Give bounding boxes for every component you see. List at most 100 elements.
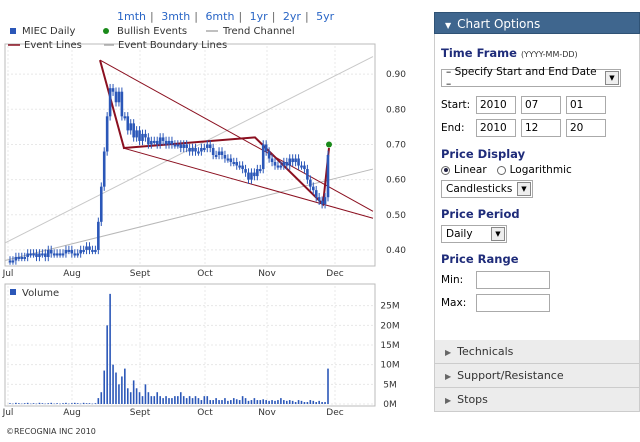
range-2yr[interactable]: 2yr (282, 10, 301, 23)
candle-body (191, 147, 194, 152)
candle-body (70, 249, 74, 254)
volume-bar (277, 400, 279, 404)
volume-bar (218, 400, 220, 404)
max-input[interactable] (476, 294, 550, 312)
volume-bar (56, 403, 58, 404)
candle-body (273, 162, 277, 166)
volume-bar (209, 400, 212, 404)
volume-plot-frame (4, 283, 376, 407)
range-5yr[interactable]: 5yr (316, 10, 335, 23)
dropdown-arrow-icon: ▼ (517, 182, 531, 196)
candle-body (173, 144, 177, 147)
candle-body (117, 91, 121, 103)
candle-body (205, 144, 209, 148)
start-month-input[interactable]: 07 (521, 96, 561, 114)
technicals-section[interactable]: ▶ Technicals (434, 340, 640, 364)
candle-body (164, 140, 168, 145)
candle-body (61, 253, 65, 256)
volume-bar (153, 396, 156, 404)
volume-bar (212, 400, 214, 404)
volume-y-tick-label: 10M (380, 361, 399, 371)
volume-bar (197, 398, 200, 404)
volume-bar (315, 402, 318, 404)
volume-y-tick-label: 0M (383, 400, 397, 410)
chart-options-header[interactable]: ▼ Chart Options (434, 12, 640, 34)
volume-bar (185, 398, 188, 404)
linear-radio[interactable] (441, 165, 450, 175)
candle-body (155, 140, 159, 145)
volume-bar (35, 403, 38, 405)
candle-body (44, 253, 47, 257)
legend-series-label: MIEC Daily (22, 26, 75, 37)
candle-body (261, 144, 265, 170)
volume-bar (177, 396, 179, 404)
volume-bar (53, 403, 55, 405)
stock-chart: MIEC Daily Bullish Events Trend Channel … (2, 26, 407, 418)
volume-bar (9, 403, 11, 404)
candle-body (49, 249, 53, 254)
volume-bar (230, 400, 232, 404)
candle-body (232, 162, 236, 165)
volume-bar (297, 400, 300, 404)
candle-body (241, 165, 244, 170)
price-style-select[interactable]: Candlesticks ▼ (441, 180, 533, 198)
end-year-input[interactable]: 2010 (476, 119, 516, 137)
volume-x-tick-label: Dec (326, 408, 343, 418)
range-1mth[interactable]: 1mth (117, 10, 146, 23)
candle-body (267, 151, 271, 159)
candle-body (14, 256, 18, 261)
candle-body (203, 147, 206, 150)
time-frame-value: – Specify Start and End Date – (446, 66, 597, 90)
volume-bar (262, 399, 265, 404)
volume-bar (18, 403, 20, 404)
volume-bar (274, 400, 276, 404)
candle-body (247, 172, 250, 180)
end-day-input[interactable]: 20 (566, 119, 606, 137)
candle-body (158, 137, 162, 145)
candle-body (320, 200, 324, 205)
range-6mth[interactable]: 6mth (205, 10, 235, 23)
volume-bar (179, 392, 182, 404)
volume-bar (168, 398, 170, 404)
candle-body (235, 162, 239, 166)
min-input[interactable] (476, 271, 550, 289)
candle-body (11, 260, 15, 263)
range-3mth[interactable]: 3mth (161, 10, 191, 23)
candle-body (238, 165, 241, 168)
candle-body (152, 140, 156, 143)
bullish-event-marker (326, 141, 332, 148)
volume-bar (232, 398, 235, 404)
price-period-select[interactable]: Daily ▼ (441, 225, 507, 243)
legend-bullish-marker (103, 28, 109, 34)
volume-x-tick-label: Nov (258, 408, 276, 418)
support-resistance-section[interactable]: ▶ Support/Resistance (434, 364, 640, 388)
min-label: Min: (441, 274, 464, 286)
candle-body (64, 249, 68, 254)
stops-section[interactable]: ▶ Stops (434, 388, 640, 412)
end-month-input[interactable]: 12 (521, 119, 561, 137)
range-1yr[interactable]: 1yr (249, 10, 268, 23)
start-year-input[interactable]: 2010 (476, 96, 516, 114)
volume-bar (250, 400, 253, 404)
copyright: ©RECOGNIA INC 2010 (6, 427, 96, 436)
candle-body (67, 249, 71, 252)
volume-x-tick-label: Aug (63, 408, 81, 418)
volume-bar (165, 396, 167, 404)
chart-options-panel: ▼ Chart Options Time Frame (YYYY-MM-DD) –… (434, 12, 640, 430)
volume-bar (238, 400, 241, 404)
start-day-input[interactable]: 01 (566, 96, 606, 114)
volume-bar (65, 402, 67, 404)
candle-body (88, 246, 91, 250)
volume-bar (200, 400, 203, 404)
volume-bar (147, 392, 150, 404)
price-x-tick-label: Jul (2, 269, 14, 279)
expand-arrow-icon: ▶ (445, 396, 452, 405)
candle-body (105, 116, 109, 152)
price-style-value: Candlesticks (446, 183, 513, 195)
dropdown-arrow-icon: ▼ (605, 71, 619, 85)
candle-body (309, 179, 312, 187)
candle-body (170, 140, 174, 145)
volume-bar (291, 400, 294, 404)
time-frame-select[interactable]: – Specify Start and End Date – ▼ (441, 66, 621, 90)
log-radio[interactable] (496, 165, 506, 175)
